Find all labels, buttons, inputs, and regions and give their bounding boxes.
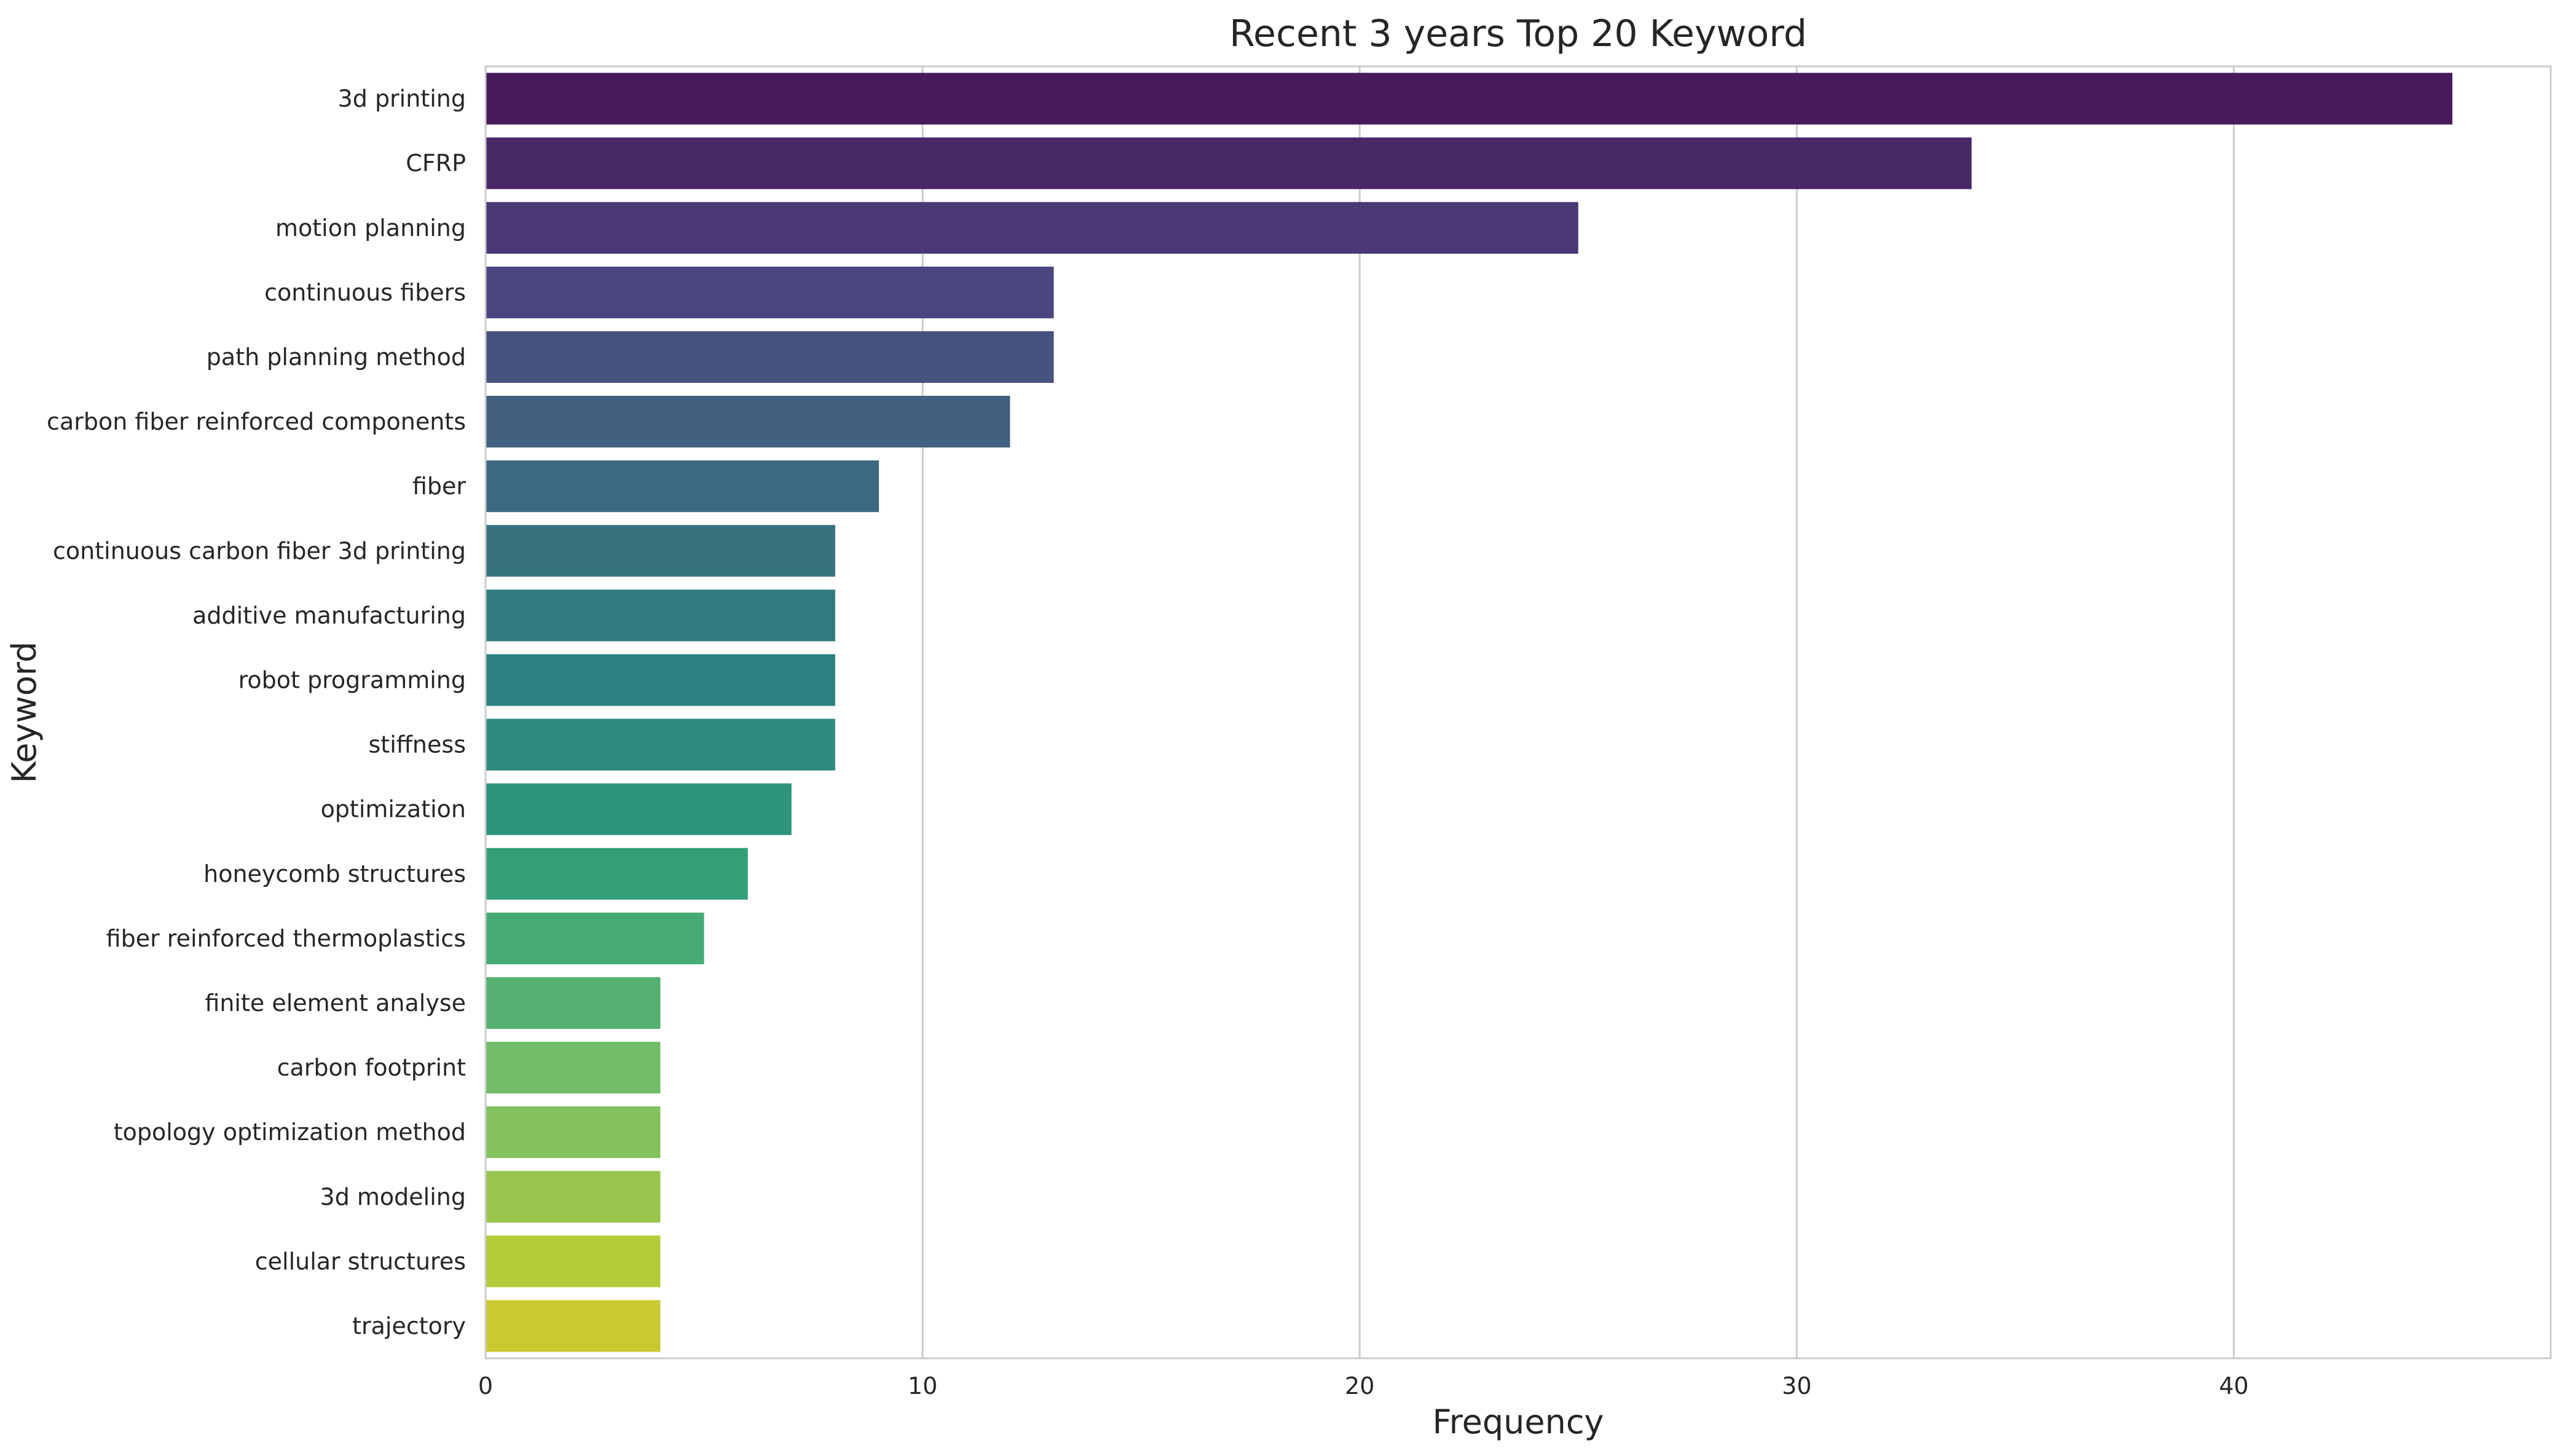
bar xyxy=(486,266,1054,318)
y-category-label: continuous fibers xyxy=(264,279,466,306)
bar xyxy=(486,137,1972,189)
y-category-label: finite element analyse xyxy=(205,990,466,1017)
y-category-label: carbon footprint xyxy=(277,1054,466,1081)
y-category-label: fiber reinforced thermoplastics xyxy=(106,925,466,952)
y-category-label: honeycomb structures xyxy=(203,860,466,887)
y-category-label: CFRP xyxy=(406,150,466,177)
bar xyxy=(486,977,661,1029)
y-category-label: continuous carbon fiber 3d printing xyxy=(53,537,466,564)
bar xyxy=(486,848,748,900)
y-category-label: fiber xyxy=(412,473,466,500)
y-category-label: additive manufacturing xyxy=(192,602,466,629)
x-axis-label: Frequency xyxy=(1433,1403,1604,1441)
y-category-label: robot programming xyxy=(238,666,466,693)
bar xyxy=(486,1235,661,1288)
y-category-label: trajectory xyxy=(352,1312,466,1339)
bar xyxy=(486,783,792,835)
x-tick-labels: 0 10 20 30 40 xyxy=(478,1372,2249,1399)
bar xyxy=(486,1106,661,1159)
x-tick-label: 40 xyxy=(2219,1372,2248,1399)
bar xyxy=(486,525,835,577)
y-category-label: optimization xyxy=(321,796,466,823)
x-tick-label: 30 xyxy=(1782,1372,1811,1399)
bar xyxy=(486,912,704,964)
x-tick-label: 10 xyxy=(908,1372,937,1399)
bar xyxy=(486,396,1010,448)
bar xyxy=(486,654,835,706)
bar xyxy=(486,460,879,513)
plot-frame xyxy=(484,65,2552,1360)
y-category-labels: 3d printing CFRP motion planning continuous… xyxy=(47,85,466,1340)
y-axis-label: Keyword xyxy=(5,642,44,784)
bar xyxy=(486,1042,661,1094)
y-category-label: 3d printing xyxy=(338,85,466,112)
bar xyxy=(486,589,835,642)
y-category-label: cellular structures xyxy=(255,1248,466,1275)
y-category-label: path planning method xyxy=(207,344,466,371)
bar xyxy=(486,1171,661,1223)
bar xyxy=(486,202,1578,254)
bar xyxy=(486,1300,661,1352)
bar xyxy=(486,718,835,771)
y-category-label: carbon fiber reinforced components xyxy=(47,408,466,435)
y-category-label: topology optimization method xyxy=(114,1119,466,1146)
y-category-label: stiffness xyxy=(369,731,467,758)
x-tick-label: 0 xyxy=(478,1372,493,1399)
chart-title: Recent 3 years Top 20 Keyword xyxy=(1229,12,1807,55)
bar xyxy=(486,331,1054,383)
bars-group xyxy=(486,73,2452,1352)
y-category-label: 3d modeling xyxy=(320,1183,466,1210)
x-tick-label: 20 xyxy=(1345,1372,1374,1399)
y-category-label: motion planning xyxy=(275,214,466,242)
bar xyxy=(486,73,2452,125)
